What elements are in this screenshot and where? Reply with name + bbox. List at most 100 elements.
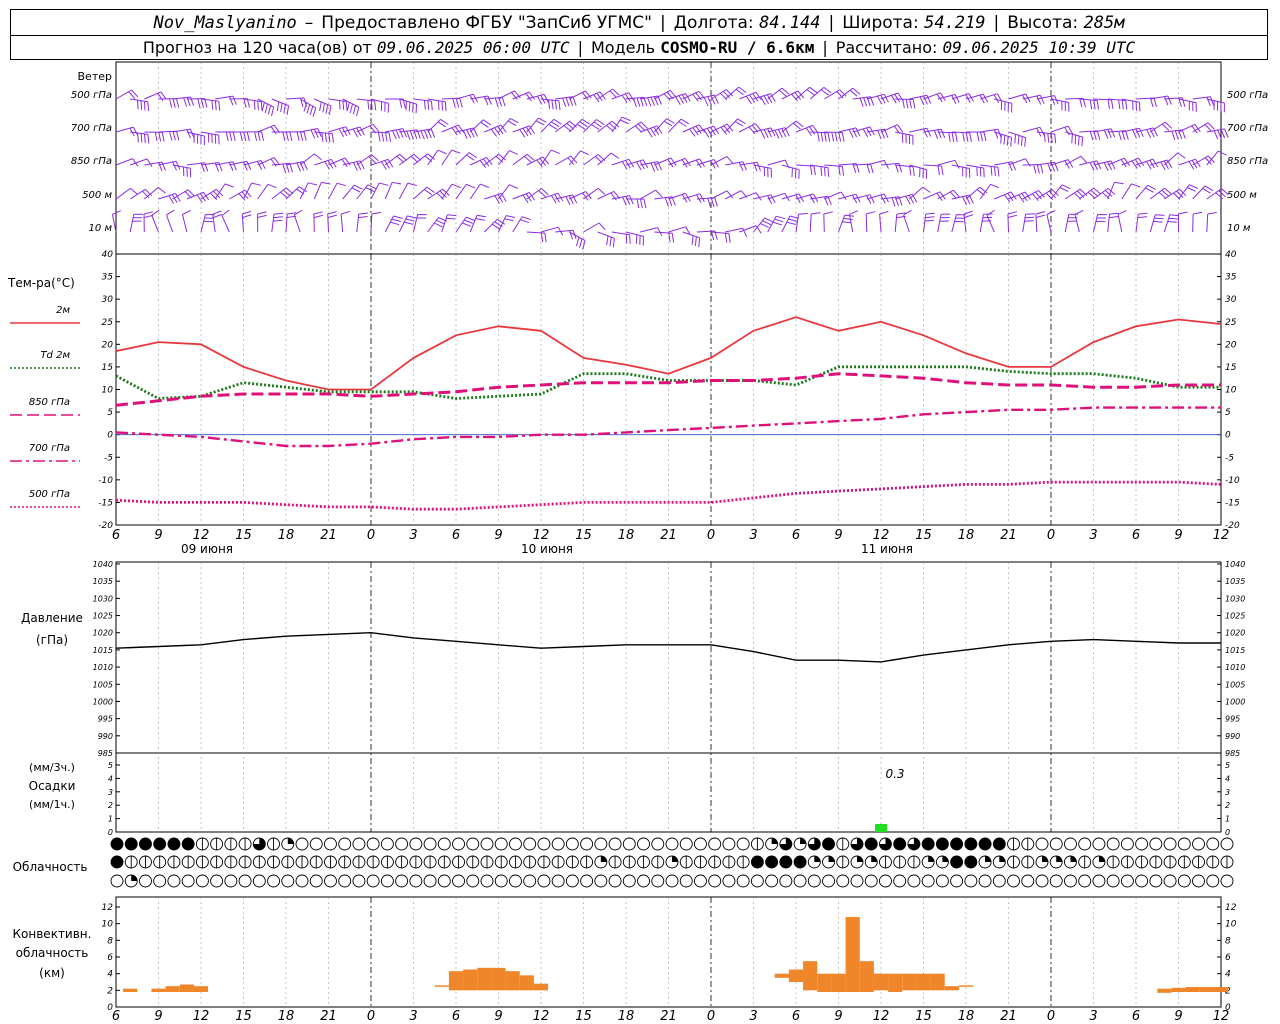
- pressure-tick-label: 1005: [1225, 680, 1245, 689]
- cloud-symbol: [921, 837, 935, 851]
- hour-label: 9: [834, 528, 842, 543]
- wind-barb: [1036, 131, 1057, 144]
- conv-tick-label: 10: [1225, 920, 1237, 930]
- altitude-value: 285м: [1083, 12, 1125, 33]
- conv-bar: [434, 985, 449, 987]
- conv-bar: [1185, 987, 1200, 992]
- cloud-symbol: [153, 837, 167, 851]
- wind-barb: [1022, 189, 1045, 202]
- wind-barb: [1117, 210, 1127, 233]
- cloud-symbol: [395, 874, 409, 888]
- wind-barb: [824, 89, 847, 100]
- wind-barb: [212, 210, 222, 233]
- cloud-symbol: [608, 837, 622, 851]
- wind-barb: [1135, 184, 1157, 200]
- wind-barb: [1036, 161, 1059, 173]
- cloud-symbol: [167, 837, 181, 851]
- wind-barb: [526, 188, 549, 200]
- cloud-symbol: [494, 874, 508, 888]
- cloud-symbol: [950, 837, 964, 851]
- wind-barb: [1036, 188, 1059, 200]
- pressure-tick-label: 1020: [93, 629, 113, 638]
- wind-barb: [243, 160, 266, 170]
- cloud-symbol: [480, 837, 494, 851]
- wind-barb: [810, 164, 830, 177]
- temp-tick-label: 0: [1225, 431, 1231, 441]
- legend-label: Td 2м: [40, 350, 70, 361]
- pressure-title: Давление: [21, 611, 83, 625]
- wind-level-label: 10 м: [1227, 223, 1251, 234]
- wind-barb: [903, 209, 912, 233]
- conv-bar: [179, 984, 194, 992]
- latitude-label: Широта:: [842, 12, 919, 33]
- wind-barb: [271, 162, 293, 173]
- cloud-symbol: [907, 874, 921, 888]
- wind-barb: [725, 161, 747, 171]
- cloud-fill: [928, 856, 935, 862]
- wind-barb: [753, 93, 776, 106]
- wind-barb: [1178, 98, 1197, 112]
- wind-barb: [809, 87, 832, 100]
- wind-barb: [512, 125, 535, 138]
- cloud-symbol: [466, 874, 480, 888]
- hour-label: 6: [112, 528, 120, 543]
- hour-label: 0: [367, 528, 375, 543]
- wind-barb: [923, 164, 944, 176]
- wind-barb: [795, 164, 816, 176]
- wind-barb: [413, 98, 433, 111]
- pressure-tick-label: 1040: [93, 560, 113, 569]
- wind-barb: [640, 161, 662, 172]
- wind-barb: [200, 98, 221, 111]
- wind-barb: [880, 162, 903, 173]
- cloud-symbol: [1049, 874, 1063, 888]
- conv-tick-label: 4: [107, 970, 113, 980]
- cloud-symbol: [1035, 874, 1049, 888]
- hour-label: 12: [193, 1009, 210, 1024]
- wind-barb: [710, 89, 734, 101]
- conv-bar: [1171, 987, 1186, 992]
- cloud-symbol: [252, 874, 266, 888]
- wind-barb: [144, 131, 165, 142]
- wind-barb: [455, 183, 476, 200]
- cloud-symbol: [1177, 837, 1191, 851]
- wind-barb: [865, 211, 876, 233]
- wind-barb: [441, 214, 457, 233]
- cloud-symbol: [665, 837, 679, 851]
- wind-level-label: 10 м: [89, 223, 113, 234]
- pressure-tick-label: 995: [1225, 715, 1240, 724]
- pressure-tick-label: 995: [98, 715, 113, 724]
- cloud-title: Облачность: [13, 860, 88, 874]
- wind-barb: [299, 98, 317, 117]
- pressure-tick-label: 990: [1225, 732, 1240, 741]
- wind-barb: [158, 130, 180, 141]
- wind-barb: [583, 91, 606, 103]
- conv-bar: [463, 969, 478, 991]
- cloud-fill: [814, 856, 821, 862]
- wind-barb: [994, 98, 1013, 113]
- cloud-symbol: [338, 837, 352, 851]
- cloud-symbol: [324, 874, 337, 888]
- hour-label: 9: [154, 528, 162, 543]
- wind-barb: [182, 209, 191, 233]
- wind-barb: [158, 160, 181, 171]
- wind-barb: [186, 191, 210, 203]
- hour-label: 0: [1047, 1009, 1055, 1024]
- wind-barb: [285, 161, 308, 172]
- wind-barb: [767, 215, 786, 233]
- pressure-tick-label: 985: [98, 749, 113, 758]
- wind-barb: [144, 161, 166, 172]
- wind-barb: [1135, 127, 1158, 139]
- temp-series-line: [115, 480, 1222, 511]
- wind-barb: [923, 191, 946, 201]
- wind-barb: [682, 124, 706, 137]
- cloud-symbol: [509, 837, 522, 851]
- wind-barb: [300, 128, 322, 139]
- wind-barb: [1079, 160, 1102, 171]
- wind-barb: [215, 131, 236, 142]
- precip-tick-label: 0: [108, 828, 113, 837]
- conv-tick-label: 2: [107, 986, 113, 996]
- hour-label: 21: [320, 1009, 337, 1024]
- cloud-symbol: [1192, 837, 1205, 851]
- wind-barb: [781, 90, 805, 102]
- wind-barb: [555, 96, 577, 107]
